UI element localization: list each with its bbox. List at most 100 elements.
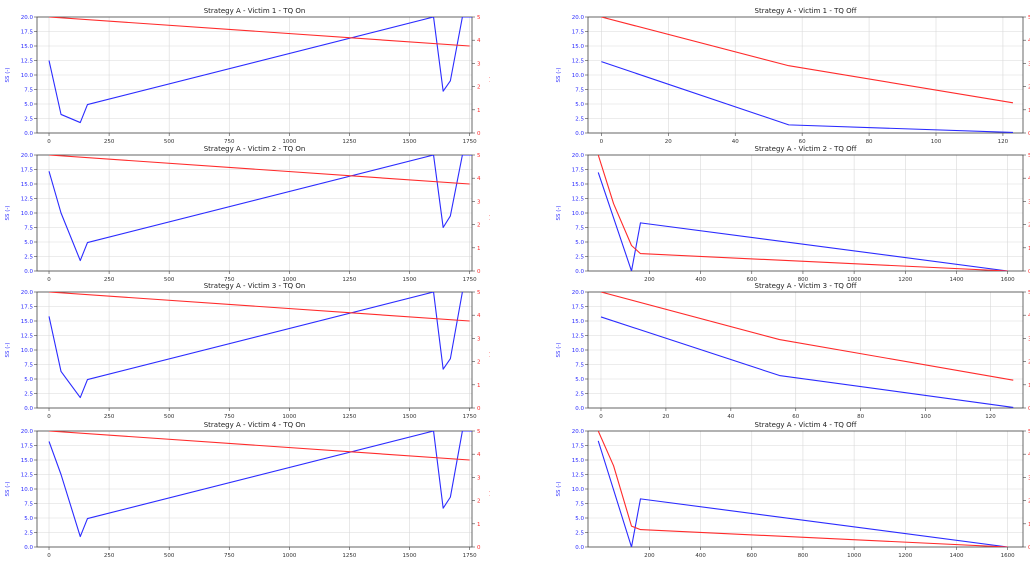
y2-tick-label: 3 (477, 199, 481, 205)
y-tick-label: 2.5 (24, 117, 33, 123)
y-tick-label: 7.5 (575, 502, 584, 508)
y-tick-label: 2.5 (575, 117, 584, 123)
y2-tick-label: 5 (477, 429, 481, 435)
chart-title: Strategy A - Victim 4 - TQ On (204, 421, 306, 429)
chart-svg: 0 250 500 750 1000 1250 1500 17500.02.55.07.510… (5, 7, 494, 153)
y-tick-label: 7.5 (24, 363, 33, 369)
chart-svg: 200 400 600 800 1000 1200 1400 1600 0.0 2.5 5.0 7.5… (556, 145, 1030, 291)
x-tick-label: 750 (224, 277, 235, 281)
y-tick-label: 12.5 (572, 473, 585, 479)
chart-title: Strategy A - Victim 3 - TQ On (204, 282, 306, 290)
plot-group: 0 20 40 60 80 100 1200.02.55.07.510.012.515.01… (556, 7, 1030, 153)
y-tick-label: 10.0 (21, 348, 34, 354)
x-tick-label: 1500 (403, 553, 417, 557)
x-tick-label: 1200 (898, 277, 912, 281)
y-tick-label: 12.5 (572, 334, 585, 340)
x-tick-label: 60 (799, 139, 806, 143)
x-tick-label: 0 (47, 139, 51, 143)
bs-series-line (48, 292, 470, 322)
x-tick-label: 0 (600, 139, 604, 143)
ss-series-line (597, 440, 1008, 547)
x-tick-label: 120 (998, 139, 1009, 143)
x-tick-label: 500 (164, 553, 175, 557)
bs-series-line (601, 17, 1014, 104)
y-axis-label: SS (-) (556, 67, 562, 82)
x-tick-label: 20 (662, 414, 669, 418)
x-tick-label: 100 (931, 139, 942, 143)
plot-frame (36, 16, 473, 134)
x-tick-label: 250 (104, 139, 115, 143)
y2-tick-label: 1 (1028, 383, 1030, 389)
plot-group: 200 400 600 800 1000 1200 1400 1600 0.0 2.5 5.0 7.5… (556, 421, 1030, 565)
y-tick-label: 12.5 (572, 197, 585, 203)
bs-series-line (597, 431, 1008, 547)
x-tick-label: 600 (747, 277, 758, 281)
ss-series-line (48, 292, 463, 399)
y2-axis-label: BS (-) (488, 67, 490, 82)
y2-tick-label: 4 (477, 176, 481, 182)
x-tick-label: 200 (644, 277, 655, 281)
x-tick-label: 40 (727, 414, 734, 418)
y-tick-label: 5.0 (575, 102, 584, 108)
y2-tick-label: 5 (477, 153, 481, 159)
chart-svg: 0 250 500 750 1000 1250 1500 17500.02.55.07.510… (5, 421, 494, 565)
x-tick-label: 1600 (1001, 277, 1015, 281)
ss-series-line (48, 431, 472, 538)
x-tick-label: 500 (164, 277, 175, 281)
y-tick-label: 12.5 (21, 197, 34, 203)
y-axis-label: SS (-) (5, 67, 11, 82)
series-group (601, 17, 1014, 133)
y2-tick-label: 5 (1028, 429, 1030, 435)
x-tick-label: 1000 (847, 277, 861, 281)
y2-tick-label: 0 (1028, 545, 1030, 551)
y-tick-label: 12.5 (21, 334, 34, 340)
y2-tick-label: 4 (477, 452, 481, 458)
x-tick-label: 1250 (342, 139, 356, 143)
y2-tick-label: 4 (1028, 176, 1030, 182)
y-tick-label: 10.0 (572, 348, 585, 354)
y-axis-label: SS (-) (5, 481, 11, 496)
y-tick-label: 20.0 (572, 290, 585, 296)
y2-tick-label: 0 (1028, 269, 1030, 275)
y-tick-label: 0.0 (24, 131, 33, 137)
y-tick-label: 7.5 (575, 363, 584, 369)
y-tick-label: 2.5 (24, 392, 33, 398)
x-tick-label: 400 (695, 277, 706, 281)
y2-tick-label: 0 (477, 545, 481, 551)
y2-axis-label: BS (-) (488, 342, 490, 357)
y2-tick-label: 0 (1028, 131, 1030, 137)
x-tick-label: 1600 (1001, 553, 1015, 557)
y-tick-label: 20.0 (21, 290, 34, 296)
x-tick-label: 20 (665, 139, 672, 143)
x-tick-label: 0 (47, 414, 51, 418)
y-tick-label: 17.5 (21, 168, 34, 174)
x-tick-label: 1400 (949, 553, 963, 557)
x-tick-label: 80 (857, 414, 864, 418)
y-tick-label: 15.0 (21, 44, 34, 50)
y-tick-label: 0.0 (575, 131, 584, 137)
y-tick-label: 7.5 (24, 502, 33, 508)
y-tick-label: 10.0 (572, 73, 585, 79)
x-tick-label: 800 (798, 553, 809, 557)
x-tick-label: 40 (732, 139, 739, 143)
y-tick-label: 17.5 (21, 30, 34, 36)
x-tick-label: 1750 (463, 553, 477, 557)
y-tick-label: 2.5 (575, 392, 584, 398)
y-tick-label: 2.5 (24, 255, 33, 261)
y2-tick-label: 3 (1028, 199, 1030, 205)
y2-tick-label: 5 (477, 15, 481, 21)
y-tick-label: 5.0 (575, 240, 584, 246)
chart-panel-6: 0 20 40 60 80 100 120 0.0 2.5 5.0 7.5 10.0 12.5 15.0 1… (551, 278, 1030, 428)
y-tick-label: 2.5 (575, 255, 584, 261)
y-tick-label: 2.5 (575, 531, 584, 537)
series-group (600, 292, 1014, 408)
y2-tick-label: 2 (1028, 223, 1030, 229)
chart-svg: 200 400 600 800 1000 1200 1400 1600 0.0 2.5 5.0 7.5… (556, 421, 1030, 565)
chart-panel-3: 0 250 500 750 1000 1250 1500 1750 0.0 2.5 5.0 7.5 10… (0, 141, 494, 291)
chart-title: Strategy A - Victim 2 - TQ Off (755, 145, 857, 153)
series-group (597, 431, 1008, 547)
x-tick-label: 1500 (403, 414, 417, 418)
y-tick-label: 5.0 (575, 516, 584, 522)
y-tick-label: 5.0 (24, 240, 33, 246)
